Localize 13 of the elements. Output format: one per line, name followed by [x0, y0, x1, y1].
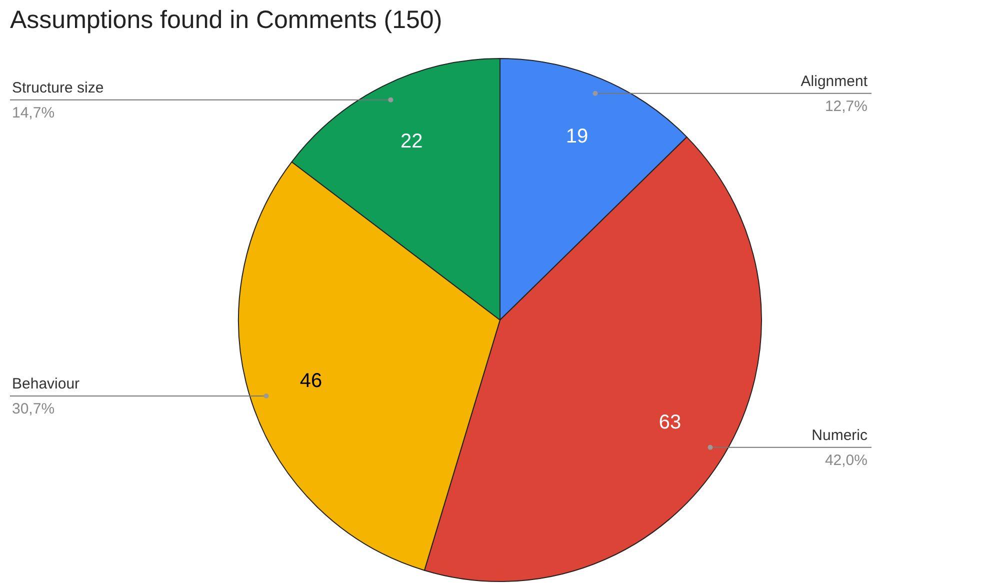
- slice-label: Behaviour: [12, 376, 80, 393]
- data-label: 19: [566, 125, 588, 148]
- data-label: 46: [300, 370, 322, 392]
- slice-label: Numeric: [812, 426, 868, 444]
- slice-label: Structure size: [12, 79, 104, 96]
- text: 30,7%: [12, 400, 55, 418]
- text: 42,0%: [824, 452, 868, 469]
- text: 12,7%: [824, 98, 868, 116]
- data-label: 22: [400, 130, 423, 152]
- data-label: 63: [658, 411, 682, 434]
- slice-label: Alignment: [800, 73, 868, 90]
- text: 14,7%: [12, 104, 55, 122]
- chart-title: Assumptions found in Comments (150): [10, 6, 442, 35]
